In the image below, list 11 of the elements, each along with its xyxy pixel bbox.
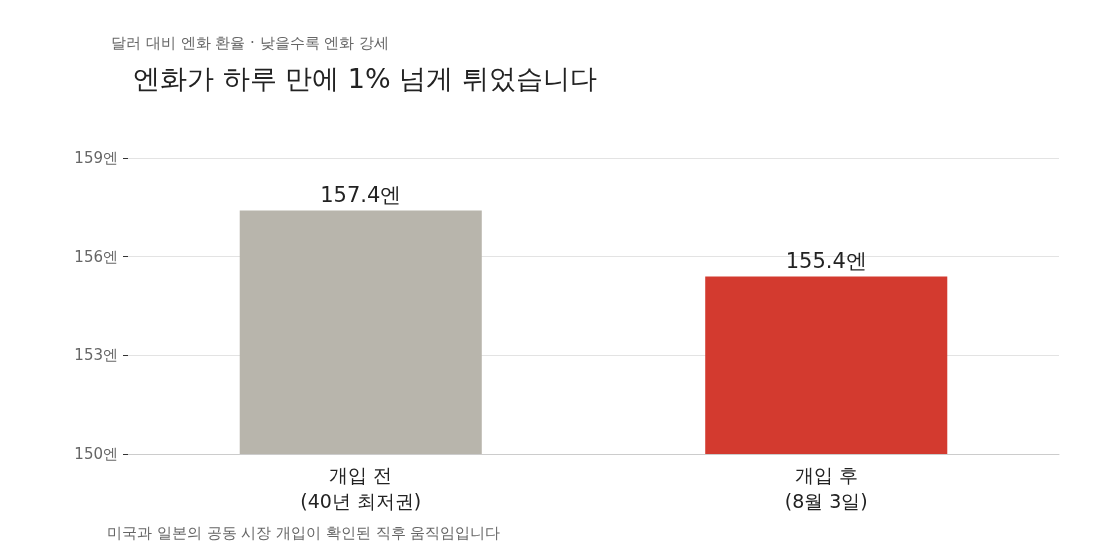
y-tick-label: 153엔 [74, 346, 118, 365]
y-tick-label: 159엔 [74, 149, 118, 167]
x-tick-label: 개입 후 (8월 3일) [784, 464, 868, 512]
text: 미국과 일본의 공동 시장 개입이 확인된 직후 움직임입니다 [107, 523, 501, 542]
y-tick-label: 150엔 [74, 445, 118, 463]
data-label: 155.4엔 [785, 248, 867, 273]
chart-subtitle: 달러 대비 엔화 환율 · 낮을수록 엔화 강세 [111, 33, 390, 52]
chart-title: 엔화가 하루 만에 1% 넘게 튀었습니다 [133, 63, 597, 94]
x-tick-label: 개입 전 (40년 최저권) [300, 464, 422, 512]
y-tick-label: 156엔 [74, 247, 118, 266]
data-label: 157.4엔 [320, 183, 402, 208]
